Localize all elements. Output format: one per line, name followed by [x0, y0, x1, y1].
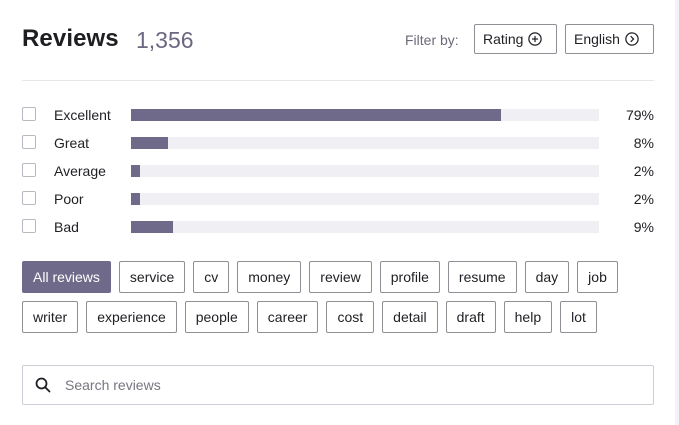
- average-checkbox[interactable]: [22, 163, 36, 177]
- tag-resume[interactable]: resume: [447, 261, 517, 293]
- rating-label: Poor: [54, 191, 84, 207]
- rating-bar-fill: [131, 109, 501, 121]
- rating-label: Average: [54, 163, 106, 179]
- rating-bar-fill: [131, 193, 141, 205]
- filter-label: Filter by:: [405, 32, 459, 48]
- bad-checkbox[interactable]: [22, 219, 36, 233]
- rating-bar-track: [131, 193, 599, 205]
- topic-tags: All reviews service cv money review prof…: [22, 261, 662, 341]
- tag-row-1: All reviews service cv money review prof…: [22, 261, 662, 293]
- tag-profile[interactable]: profile: [379, 261, 440, 293]
- tag-career[interactable]: career: [256, 301, 319, 333]
- tag-experience[interactable]: experience: [86, 301, 177, 333]
- tag-day[interactable]: day: [524, 261, 570, 293]
- rating-percent: 8%: [633, 135, 654, 151]
- tag-draft[interactable]: draft: [445, 301, 496, 333]
- search-icon: [35, 377, 51, 393]
- tag-money[interactable]: money: [237, 261, 302, 293]
- plus-circle-icon: [528, 32, 543, 46]
- reviews-header: Reviews 1,356 Filter by: Rating English: [22, 0, 654, 81]
- right-edge-strip: [675, 0, 679, 425]
- rating-label: Bad: [54, 219, 79, 235]
- tag-all-reviews[interactable]: All reviews: [22, 261, 111, 293]
- search-input[interactable]: [63, 376, 607, 394]
- tag-review[interactable]: review: [309, 261, 372, 293]
- rating-row-excellent: Excellent 79%: [22, 104, 654, 132]
- tag-cv[interactable]: cv: [193, 261, 230, 293]
- poor-checkbox[interactable]: [22, 191, 36, 205]
- rating-percent: 9%: [633, 219, 654, 235]
- rating-bar-fill: [131, 137, 169, 149]
- rating-row-average: Average 2%: [22, 160, 654, 188]
- rating-bar-fill: [131, 221, 174, 233]
- language-filter-button[interactable]: English: [565, 24, 654, 54]
- language-filter-label: English: [574, 31, 620, 47]
- rating-breakdown: Excellent 79% Great 8% Average 2% Poor 2…: [22, 104, 654, 244]
- rating-percent: 2%: [633, 163, 654, 179]
- rating-bar-fill: [131, 165, 141, 177]
- rating-bar-track: [131, 165, 599, 177]
- tag-help[interactable]: help: [503, 301, 553, 333]
- rating-percent: 2%: [633, 191, 654, 207]
- rating-filter-button[interactable]: Rating: [474, 24, 557, 54]
- excellent-checkbox[interactable]: [22, 107, 36, 121]
- rating-row-poor: Poor 2%: [22, 188, 654, 216]
- search-box: [22, 365, 654, 405]
- rating-bar-track: [131, 109, 599, 121]
- rating-label: Excellent: [54, 107, 111, 123]
- great-checkbox[interactable]: [22, 135, 36, 149]
- page-title: Reviews: [22, 25, 119, 52]
- tag-cost[interactable]: cost: [326, 301, 375, 333]
- tag-writer[interactable]: writer: [22, 301, 79, 333]
- tag-service[interactable]: service: [118, 261, 186, 293]
- header-divider: [22, 80, 654, 81]
- tag-job[interactable]: job: [577, 261, 618, 293]
- rating-row-great: Great 8%: [22, 132, 654, 160]
- rating-row-bad: Bad 9%: [22, 216, 654, 244]
- rating-percent: 79%: [625, 107, 654, 123]
- rating-bar-track: [131, 221, 599, 233]
- chevron-right-circle-icon: [625, 32, 639, 46]
- tag-row-2: writer experience people career cost det…: [22, 301, 662, 333]
- rating-bar-track: [131, 137, 599, 149]
- rating-label: Great: [54, 135, 90, 151]
- rating-filter-label: Rating: [483, 31, 524, 47]
- reviews-panel: Reviews 1,356 Filter by: Rating English …: [22, 0, 654, 405]
- tag-people[interactable]: people: [184, 301, 249, 333]
- tag-detail[interactable]: detail: [382, 301, 438, 333]
- tag-lot[interactable]: lot: [560, 301, 597, 333]
- review-count: 1,356: [136, 27, 194, 53]
